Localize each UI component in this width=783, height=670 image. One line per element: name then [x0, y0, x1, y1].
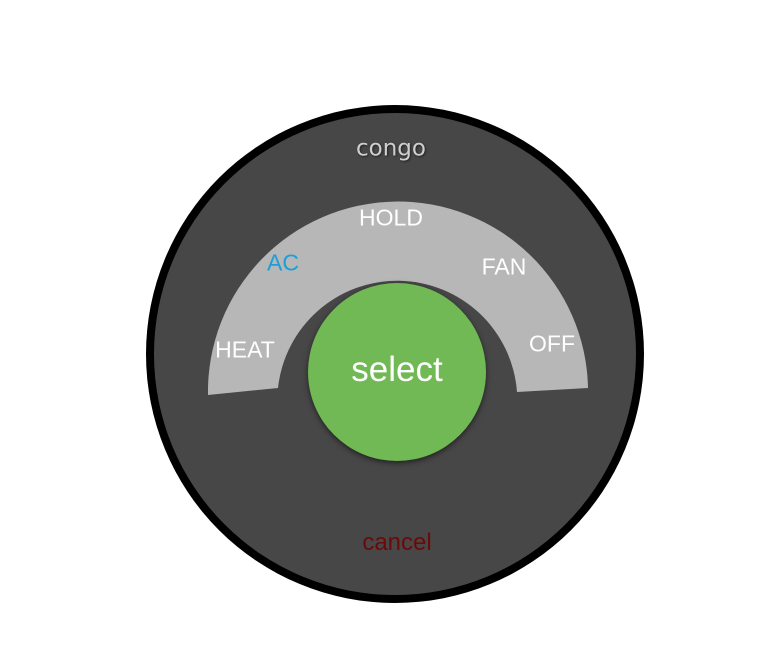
mode-arc-track — [207, 201, 588, 395]
dial-title: congo — [356, 135, 426, 162]
select-button[interactable]: select — [308, 283, 486, 461]
mode-off-option[interactable]: OFF — [529, 330, 575, 357]
select-button-label: select — [351, 350, 443, 389]
cancel-button[interactable]: cancel — [362, 529, 432, 556]
thermostat-dial: congo HEAT AC HOLD FAN OFF select cancel — [144, 103, 646, 605]
mode-heat-option[interactable]: HEAT — [215, 336, 275, 363]
mode-fan-option[interactable]: FAN — [481, 253, 527, 280]
mode-hold-option[interactable]: HOLD — [359, 204, 423, 231]
mode-ac-option[interactable]: AC — [267, 249, 299, 276]
